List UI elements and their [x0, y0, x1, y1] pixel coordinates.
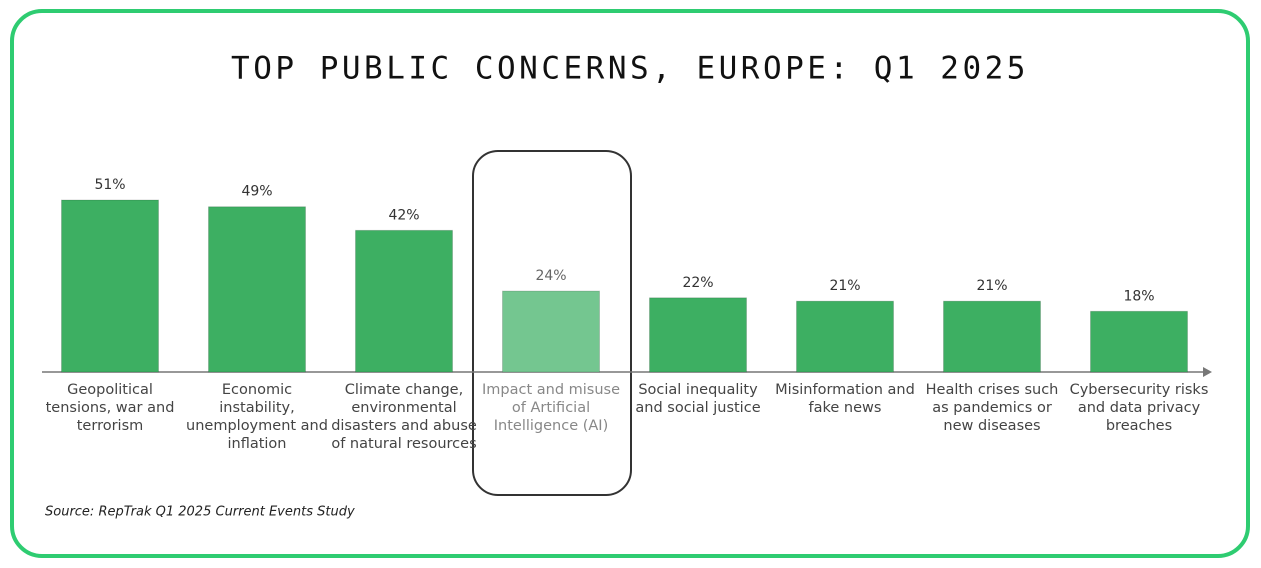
bar — [208, 206, 306, 373]
bar — [796, 300, 894, 373]
x-tick-label: Climate change, environmental disasters … — [331, 382, 477, 452]
x-tick-label: Social inequality and social justice — [635, 382, 761, 416]
x-tick-label: Geopolitical tensions, war and terrorism — [45, 382, 175, 434]
value-label: 24% — [535, 268, 566, 284]
value-label: 21% — [829, 278, 860, 294]
value-label: 42% — [388, 207, 419, 223]
value-label: 51% — [94, 177, 125, 193]
value-label: 22% — [682, 275, 713, 291]
highlight-box — [472, 150, 632, 496]
bar — [649, 297, 747, 373]
x-tick-label: Economic instability, unemployment and i… — [186, 382, 328, 452]
bar — [61, 199, 159, 373]
x-tick-label: Misinformation and fake news — [775, 382, 915, 416]
bar — [355, 229, 453, 373]
axis-arrow — [1203, 367, 1212, 377]
bar — [1090, 310, 1188, 373]
value-label: 18% — [1123, 288, 1154, 304]
bar — [502, 290, 600, 373]
x-tick-label: Impact and misuse of Artificial Intellig… — [481, 382, 621, 434]
x-tick-label: Cybersecurity risks and data privacy bre… — [1069, 382, 1209, 434]
value-label: 21% — [976, 278, 1007, 294]
chart-title: TOP PUBLIC CONCERNS, EUROPE: Q1 2025 — [231, 51, 1029, 87]
source-note: Source: RepTrak Q1 2025 Current Events S… — [45, 505, 355, 520]
x-tick-label: Health crises such as pandemics or new d… — [925, 382, 1059, 434]
bar — [943, 300, 1041, 373]
value-label: 49% — [241, 184, 272, 200]
